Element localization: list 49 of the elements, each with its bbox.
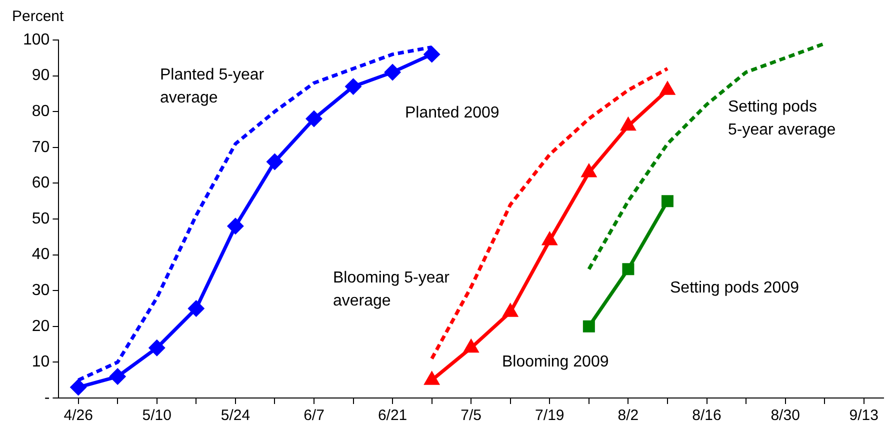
y-axis-title: Percent [12, 8, 65, 26]
point [266, 154, 282, 170]
point [346, 78, 362, 94]
y-tick-label: 40 [32, 246, 50, 264]
x-tick-label: 8/16 [692, 407, 722, 424]
x-tick-label: 7/5 [460, 407, 482, 424]
point [542, 232, 557, 246]
y-tick-label: - [44, 389, 50, 406]
point [149, 340, 165, 356]
x-tick-label: 9/13 [849, 407, 878, 424]
y-tick-label: 50 [32, 210, 50, 228]
series-label: Setting pods 5-year average [728, 98, 836, 138]
y-tick-label: 60 [32, 174, 50, 192]
x-tick-label: 8/2 [618, 407, 639, 424]
series-label: Blooming 5-year average [333, 269, 450, 310]
x-tick-label: 8/30 [770, 407, 800, 424]
point [622, 263, 634, 276]
point [621, 118, 636, 131]
x-tick-label: 5/10 [142, 407, 172, 424]
point [660, 82, 674, 95]
point [464, 340, 478, 353]
point [661, 195, 674, 208]
point [384, 64, 400, 80]
point [306, 111, 322, 127]
x-tick-label: 7/19 [535, 407, 564, 424]
y-tick-label: 10 [32, 354, 50, 371]
y-tick-label: 20 [32, 318, 50, 335]
text: Setting pods 2009 [670, 279, 800, 296]
point [110, 368, 126, 384]
point [582, 164, 596, 178]
point [503, 304, 518, 317]
point [424, 372, 439, 385]
y-tick-label: 90 [32, 67, 50, 84]
series-label: Blooming 2009 [502, 353, 609, 370]
y-tick-label: 30 [32, 282, 50, 300]
series-label: Planted 5-year average [160, 66, 265, 106]
point [188, 300, 204, 316]
x-tick-label: 5/24 [220, 407, 250, 424]
x-tick-label: 4/26 [64, 407, 93, 424]
point [582, 320, 595, 332]
point [228, 218, 244, 234]
x-tick-label: 6/21 [378, 407, 408, 424]
point [70, 380, 86, 396]
y-tick-label: 100 [22, 31, 50, 48]
series-label: Planted 2009 [405, 104, 500, 122]
point [424, 46, 440, 62]
y-tick-label: 80 [32, 103, 50, 120]
y-tick-label: 70 [32, 138, 50, 156]
x-tick-label: 6/7 [304, 407, 324, 424]
